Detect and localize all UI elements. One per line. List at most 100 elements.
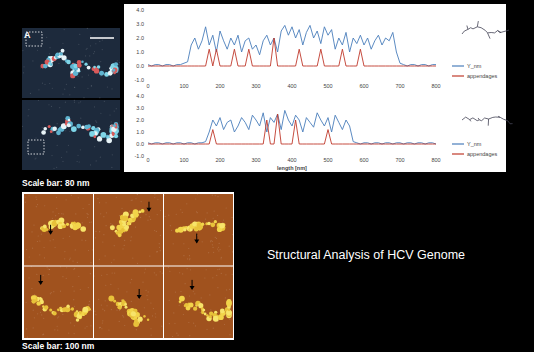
noise <box>189 259 190 260</box>
noise <box>62 314 63 315</box>
molecule <box>141 209 145 213</box>
noise <box>85 55 86 56</box>
noise <box>73 299 74 300</box>
noise <box>95 231 96 232</box>
image-bg <box>22 28 120 98</box>
noise <box>173 243 174 244</box>
series-line <box>148 114 436 144</box>
noise <box>95 314 96 315</box>
noise <box>57 326 58 327</box>
noise <box>73 269 74 270</box>
noise <box>86 48 87 49</box>
noise <box>103 216 104 217</box>
molecule <box>109 66 113 70</box>
image-bg <box>24 194 93 266</box>
noise <box>183 243 184 244</box>
tick-label: 0.0 <box>136 141 144 147</box>
noise <box>106 274 107 275</box>
noise <box>35 137 36 138</box>
noise <box>101 275 102 276</box>
noise <box>172 336 173 337</box>
noise <box>130 240 131 241</box>
noise <box>232 274 233 275</box>
tick-label: 200 <box>215 157 224 163</box>
image-bg <box>24 267 93 339</box>
noise <box>96 160 97 161</box>
noise <box>213 328 214 329</box>
molecule <box>210 222 215 227</box>
noise <box>206 329 207 330</box>
noise <box>136 329 137 330</box>
molecule <box>122 215 128 221</box>
molecule <box>112 68 117 73</box>
noise <box>210 309 211 310</box>
noise <box>225 274 226 275</box>
molecule <box>114 134 118 138</box>
molecule <box>48 62 51 65</box>
noise <box>101 328 102 329</box>
noise <box>94 106 95 107</box>
noise <box>57 317 58 318</box>
noise <box>171 230 172 231</box>
molecule <box>188 228 191 231</box>
noise <box>47 268 48 269</box>
noise <box>60 291 61 292</box>
noise <box>219 249 220 250</box>
noise <box>142 282 143 283</box>
noise <box>149 216 150 217</box>
molecule <box>68 119 70 121</box>
noise <box>106 212 107 213</box>
molecule <box>122 229 125 232</box>
noise <box>148 291 149 292</box>
noise <box>114 110 115 111</box>
noise <box>38 235 39 236</box>
noise <box>78 102 79 103</box>
noise <box>107 86 108 87</box>
noise <box>223 220 224 221</box>
tick-label: 1.0 <box>136 49 144 55</box>
noise <box>74 325 75 326</box>
noise <box>44 84 45 85</box>
noise <box>231 266 232 267</box>
noise <box>182 273 183 274</box>
noise <box>63 238 64 239</box>
noise <box>150 219 151 220</box>
noise <box>83 97 84 98</box>
molecule <box>66 304 69 307</box>
noise <box>135 198 136 199</box>
molecule <box>76 124 81 129</box>
molecule <box>202 309 205 312</box>
molecule <box>61 49 65 53</box>
tick-label: 4.0 <box>136 7 144 13</box>
noise <box>43 275 44 276</box>
noise <box>130 282 131 283</box>
molecule <box>36 301 41 306</box>
noise <box>197 194 198 195</box>
molecule <box>114 122 119 127</box>
noise <box>145 290 146 291</box>
noise <box>69 236 70 237</box>
noise <box>153 308 154 309</box>
molecule <box>214 220 217 223</box>
molecule <box>97 136 102 141</box>
noise <box>50 240 51 241</box>
noise <box>183 314 184 315</box>
noise <box>161 326 162 327</box>
noise <box>111 262 112 263</box>
molecule <box>117 305 121 309</box>
noise <box>180 209 181 210</box>
noise <box>157 199 158 200</box>
noise <box>119 215 120 216</box>
noise <box>90 325 91 326</box>
noise <box>27 336 28 337</box>
noise <box>62 276 63 277</box>
noise <box>66 267 67 268</box>
noise <box>35 196 36 197</box>
image-bg <box>94 267 163 339</box>
noise <box>46 37 47 38</box>
noise <box>124 245 125 246</box>
noise <box>65 199 66 200</box>
tick-label: 700 <box>395 83 404 89</box>
noise <box>190 269 191 270</box>
afm-image <box>164 266 233 338</box>
